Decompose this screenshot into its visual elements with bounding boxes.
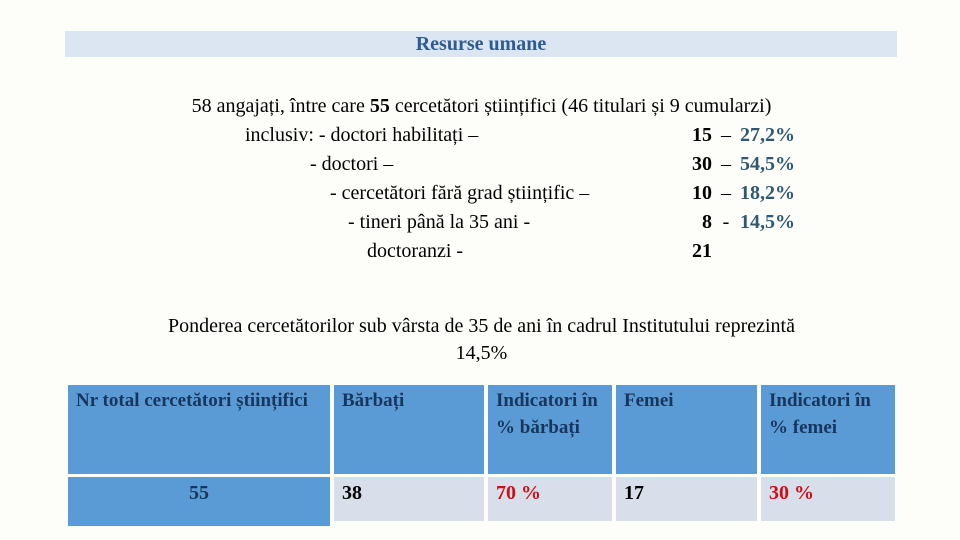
breakdown-row-doctori: - doctori – 30 – 54,5% — [68, 150, 895, 179]
breakdown-row-tineri: - tineri până la 35 ani - 8 - 14,5% — [68, 208, 895, 237]
breakdown-count: 15 — [692, 124, 712, 146]
breakdown-percent: 54,5% — [740, 153, 795, 175]
breakdown-label: inclusiv: - doctori habilitați – — [245, 124, 479, 146]
table-header-women: Femei — [616, 385, 757, 474]
under-35-share-text: Ponderea cercetătorilor sub vârsta de 35… — [168, 315, 795, 337]
slide-title-bar: Resurse umane — [65, 31, 897, 57]
breakdown-label: - doctori – — [310, 153, 394, 175]
breakdown-count: 21 — [692, 240, 712, 262]
researchers-total-inline: 55 — [369, 95, 390, 117]
staff-summary-line: 58 angajați, între care 55 cercetători ș… — [68, 92, 895, 121]
table-cell-total: 55 — [68, 477, 330, 526]
breakdown-dash: – — [721, 182, 731, 204]
under-35-share-paragraph: Ponderea cercetătorilor sub vârsta de 35… — [68, 313, 895, 367]
table-header-men-percent: Indicatori în % bărbați — [488, 385, 612, 474]
gender-breakdown-table: Nr total cercetători științifici Bărbați… — [68, 385, 895, 526]
table-header-total: Nr total cercetători științifici — [68, 385, 330, 474]
breakdown-row-fara-grad: - cercetători fără grad științific – 10 … — [68, 179, 895, 208]
table-header-men: Bărbați — [334, 385, 484, 474]
table-cell-women-percent: 30 % — [761, 477, 895, 521]
breakdown-label: - cercetători fără grad științific – — [330, 182, 590, 204]
breakdown-dash: – — [721, 124, 731, 146]
table-cell-men: 38 — [334, 477, 484, 521]
slide-title: Resurse umane — [415, 32, 547, 55]
breakdown-dash: - — [722, 211, 730, 233]
breakdown-label: - tineri până la 35 ani - — [348, 211, 531, 233]
table-cell-men-percent: 70 % — [488, 477, 612, 521]
breakdown-dash: – — [721, 153, 731, 175]
breakdown-row-doctori-habilitati: inclusiv: - doctori habilitați – 15 – 27… — [68, 121, 895, 150]
staff-summary-post: cercetători științifici (46 titulari și … — [389, 95, 772, 117]
breakdown-row-doctoranzi: doctoranzi - 21 — [68, 237, 895, 266]
breakdown-percent: 18,2% — [740, 182, 795, 204]
breakdown-label: doctoranzi - — [367, 240, 464, 262]
breakdown-count: 8 — [702, 211, 712, 233]
breakdown-count: 10 — [692, 182, 712, 204]
staff-summary-pre: 58 angajați, între care — [191, 95, 370, 117]
staff-summary-paragraph: 58 angajați, între care 55 cercetători ș… — [68, 92, 895, 266]
under-35-share-percent: 14,5% — [455, 342, 508, 364]
breakdown-percent: 14,5% — [740, 211, 795, 233]
breakdown-percent: 27,2% — [740, 124, 795, 146]
table-header-women-percent: Indicatori în % femei — [761, 385, 895, 474]
breakdown-count: 30 — [692, 153, 712, 175]
table-cell-women: 17 — [616, 477, 757, 521]
